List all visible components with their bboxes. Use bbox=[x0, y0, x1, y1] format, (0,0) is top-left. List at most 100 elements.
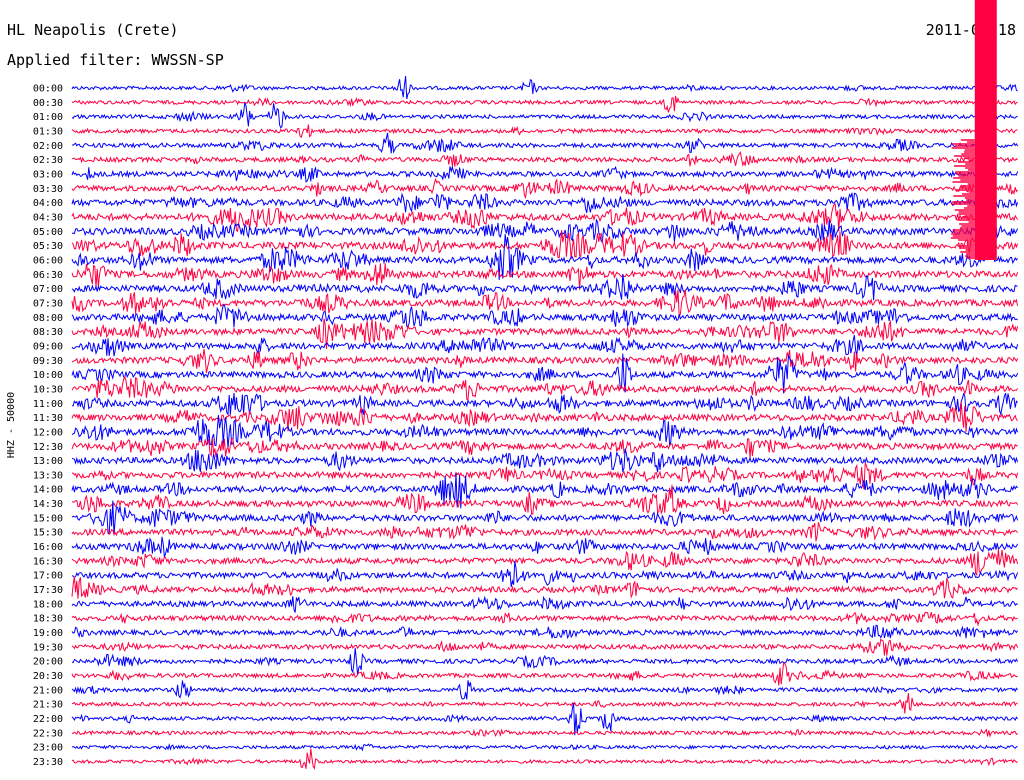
seismic-trace-2130 bbox=[71, 693, 1018, 714]
seismic-trace-2100 bbox=[71, 680, 1018, 700]
seismic-trace-2330 bbox=[71, 748, 1018, 770]
row-time-label: 20:00 bbox=[33, 657, 63, 668]
seismic-trace-0000 bbox=[71, 76, 1018, 100]
row-time-label: 19:30 bbox=[33, 642, 63, 653]
seismic-trace-1600 bbox=[71, 536, 1019, 558]
seismic-trace-0030 bbox=[71, 95, 1018, 113]
row-time-label: 21:30 bbox=[33, 700, 63, 711]
row-time-label: 09:30 bbox=[33, 356, 63, 367]
row-time-label: 14:30 bbox=[33, 499, 63, 510]
row-time-label: 17:00 bbox=[33, 571, 63, 582]
seismic-trace-2000 bbox=[71, 647, 1019, 676]
row-time-label: 15:00 bbox=[33, 513, 63, 524]
row-time-label: 07:00 bbox=[33, 284, 63, 295]
row-time-label: 04:30 bbox=[33, 212, 63, 223]
row-time-label: 21:00 bbox=[33, 685, 63, 696]
channel-axis-label: HHZ - 50000 bbox=[6, 392, 17, 458]
row-time-label: 03:30 bbox=[33, 184, 63, 195]
row-time-label: 17:30 bbox=[33, 585, 63, 596]
seismic-trace-0500 bbox=[71, 218, 1019, 244]
seismic-trace-1500 bbox=[71, 500, 1019, 536]
seismic-trace-0300 bbox=[71, 165, 1019, 183]
seismic-trace-1330 bbox=[71, 462, 1019, 490]
row-time-label: 18:30 bbox=[33, 614, 63, 625]
row-time-label: 11:30 bbox=[33, 413, 63, 424]
seismic-trace-0400 bbox=[71, 192, 1019, 213]
row-time-label: 07:30 bbox=[33, 298, 63, 309]
row-time-label: 18:00 bbox=[33, 599, 63, 610]
row-time-label: 06:00 bbox=[33, 255, 63, 266]
row-time-label: 01:30 bbox=[33, 126, 63, 137]
seismic-trace-1300 bbox=[71, 448, 1019, 473]
row-time-label: 12:30 bbox=[33, 442, 63, 453]
seismic-trace-1400 bbox=[71, 473, 1018, 509]
seismic-trace-2300 bbox=[71, 743, 1018, 752]
seismic-trace-0200 bbox=[72, 132, 1019, 154]
seismic-trace-1700 bbox=[71, 561, 1019, 588]
seismic-trace-0430 bbox=[71, 203, 1019, 233]
seismic-trace-0800 bbox=[71, 304, 1018, 328]
seismic-trace-0730 bbox=[71, 289, 1019, 319]
seismic-trace-1800 bbox=[71, 595, 1018, 613]
row-time-label: 23:30 bbox=[33, 757, 63, 768]
saturated-trace-group bbox=[950, 0, 997, 260]
row-time-label: 10:30 bbox=[33, 384, 63, 395]
row-time-label: 12:00 bbox=[33, 427, 63, 438]
seismic-trace-1900 bbox=[71, 624, 1019, 640]
row-time-label: 05:00 bbox=[33, 227, 63, 238]
row-time-label: 02:30 bbox=[33, 155, 63, 166]
seismic-trace-1830 bbox=[71, 611, 1018, 627]
seismic-trace-1630 bbox=[71, 549, 1019, 577]
seismic-trace-0530 bbox=[71, 230, 1019, 260]
saturated-trace-block bbox=[974, 0, 997, 260]
seismic-trace-0900 bbox=[71, 335, 1019, 357]
row-time-label: 22:00 bbox=[33, 714, 63, 725]
row-time-label: 14:00 bbox=[33, 485, 63, 496]
row-time-label: 20:30 bbox=[33, 671, 63, 682]
row-time-label: 04:00 bbox=[33, 198, 63, 209]
seismic-trace-1730 bbox=[71, 576, 1018, 599]
seismic-trace-1200 bbox=[71, 414, 1019, 449]
station-title: HL Neapolis (Crete) bbox=[7, 21, 179, 39]
seismic-trace-1030 bbox=[71, 375, 1019, 400]
seismic-trace-0630 bbox=[71, 263, 1019, 290]
date-label: 2011-09-18 bbox=[926, 21, 1016, 39]
time-labels: 00:00 00:30 01:00 01:30 02:00 02:30 03:00 03:30… bbox=[33, 84, 63, 769]
row-time-label: 02:00 bbox=[33, 141, 63, 152]
seismic-trace-0330 bbox=[71, 177, 1018, 200]
seismic-trace-2030 bbox=[71, 662, 1018, 686]
seismic-trace-1430 bbox=[71, 484, 1019, 516]
row-time-label: 08:00 bbox=[33, 313, 63, 324]
row-time-label: 03:00 bbox=[33, 169, 63, 180]
seismic-trace-1230 bbox=[71, 437, 1018, 459]
seismic-trace-2200 bbox=[71, 702, 1018, 736]
row-time-label: 13:30 bbox=[33, 470, 63, 481]
seismic-trace-0600 bbox=[71, 234, 1019, 281]
row-time-label: 00:00 bbox=[33, 84, 63, 95]
seismic-trace-1930 bbox=[71, 638, 1019, 656]
row-time-label: 00:30 bbox=[33, 98, 63, 109]
row-time-label: 01:00 bbox=[33, 112, 63, 123]
row-time-label: 11:00 bbox=[33, 399, 63, 410]
row-time-label: 05:30 bbox=[33, 241, 63, 252]
row-time-label: 19:00 bbox=[33, 628, 63, 639]
seismic-trace-0130 bbox=[71, 124, 1018, 139]
row-time-label: 08:30 bbox=[33, 327, 63, 338]
row-time-label: 16:00 bbox=[33, 542, 63, 553]
row-time-label: 13:00 bbox=[33, 456, 63, 467]
row-time-label: 10:00 bbox=[33, 370, 63, 381]
seismic-trace-2230 bbox=[71, 728, 1018, 738]
saturated-trace-edge bbox=[950, 139, 975, 259]
seismic-trace-1530 bbox=[71, 522, 1018, 542]
seismic-trace-1000 bbox=[71, 353, 1019, 394]
row-time-label: 23:00 bbox=[33, 743, 63, 754]
row-time-label: 16:30 bbox=[33, 556, 63, 567]
seismic-trace-0830 bbox=[71, 318, 1019, 349]
row-time-label: 09:00 bbox=[33, 341, 63, 352]
seismic-trace-0930 bbox=[71, 348, 1019, 374]
seismic-trace-0700 bbox=[71, 273, 1018, 301]
row-time-label: 15:30 bbox=[33, 528, 63, 539]
seismic-traces bbox=[71, 76, 1019, 770]
row-time-label: 06:30 bbox=[33, 270, 63, 281]
